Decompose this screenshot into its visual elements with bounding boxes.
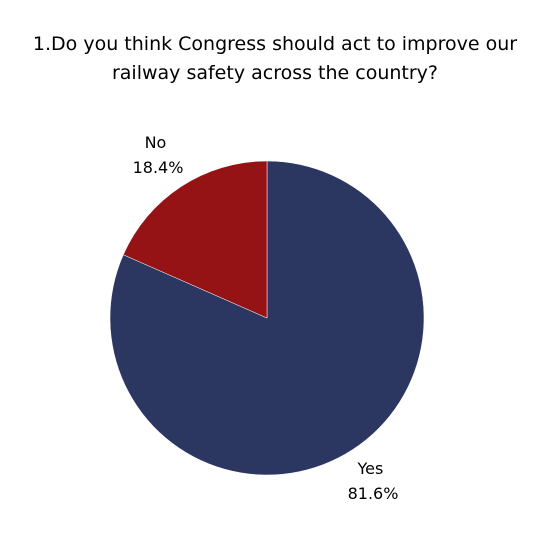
pie-labels: No 18.4% Yes 81.6% (133, 133, 399, 503)
slice-label-yes: Yes 81.6% (348, 459, 399, 503)
slice-label-no-name: No (145, 133, 167, 152)
chart-title-line-1: 1.Do you think Congress should act to im… (32, 33, 518, 55)
slice-label-no: No 18.4% (133, 133, 184, 177)
chart-title-line-2: railway safety across the country? (111, 62, 439, 84)
slice-label-yes-value: 81.6% (348, 484, 399, 503)
chart-title: 1.Do you think Congress should act to im… (0, 30, 550, 88)
slice-label-no-value: 18.4% (133, 158, 184, 177)
slice-label-yes-name: Yes (357, 459, 384, 478)
pie-slice-no (122, 160, 268, 319)
pie-slices (109, 160, 425, 476)
